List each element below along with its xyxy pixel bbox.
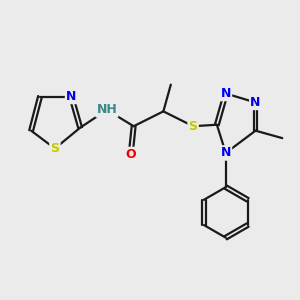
Text: N: N — [250, 96, 261, 109]
Text: NH: NH — [97, 103, 117, 116]
Text: S: S — [189, 120, 198, 133]
Text: S: S — [50, 142, 59, 155]
Text: N: N — [220, 146, 231, 160]
Text: N: N — [66, 90, 76, 103]
Text: N: N — [220, 87, 231, 100]
Text: O: O — [125, 148, 136, 161]
